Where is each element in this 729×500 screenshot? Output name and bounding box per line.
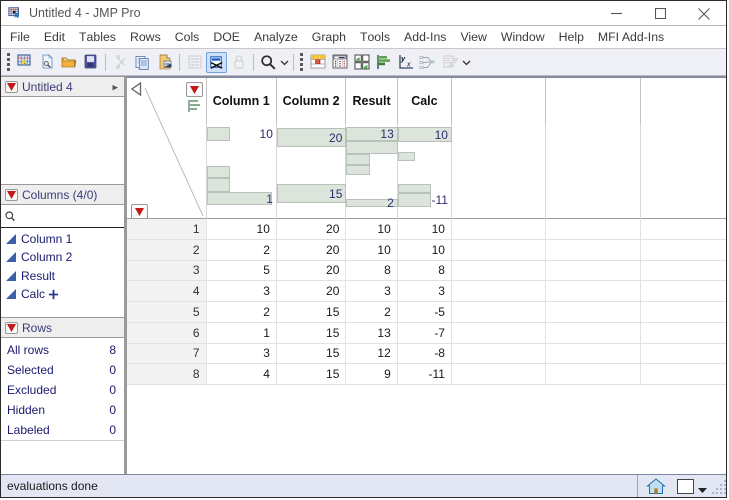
svg-text:x: x <box>406 62 411 69</box>
svg-text:y: y <box>400 54 406 63</box>
